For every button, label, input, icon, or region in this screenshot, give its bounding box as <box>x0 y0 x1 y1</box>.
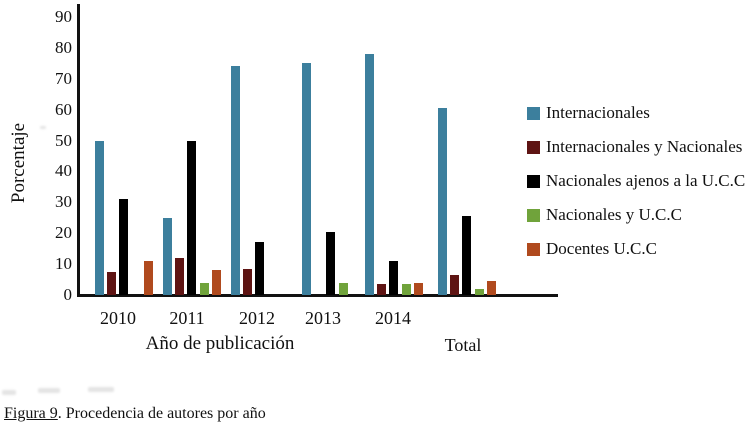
legend-swatch-icon <box>527 106 540 120</box>
bar-internacionales-2012 <box>231 66 240 295</box>
y-tick-30: 30 <box>55 192 72 211</box>
legend-swatch-icon <box>527 242 540 256</box>
y-tick-80: 80 <box>55 38 72 57</box>
legend-swatch-icon <box>527 208 540 222</box>
legend: Internacionales Internacionales y Naciona… <box>527 102 745 272</box>
bar-nacionales-y-u-c-c-2011 <box>200 283 209 295</box>
x-tick-2013: 2013 <box>305 308 341 328</box>
y-tick-40: 40 <box>55 161 72 180</box>
scan-artifact-smudge <box>40 126 46 129</box>
scan-artifact-smudge <box>2 390 16 395</box>
bar-nacionales-ajenos-a-la-u-c-c-2013 <box>326 232 335 295</box>
y-tick-60: 60 <box>55 100 72 119</box>
x-tick-2011: 2011 <box>169 308 205 328</box>
bar-nacionales-y-u-c-c-2013 <box>339 283 348 295</box>
bar-docentes-u-c-c-2014 <box>414 283 423 295</box>
bar-internacionales-y-nacionales-2014 <box>377 284 386 295</box>
y-axis-title: Porcentaje <box>8 122 29 204</box>
legend-label: Nacionales y U.C.C <box>546 205 682 224</box>
bar-internacionales-2014 <box>365 54 374 295</box>
bar-docentes-u-c-c-total <box>487 281 496 295</box>
bar-internacionales-2013 <box>302 63 311 295</box>
legend-item-internacionales-y-nacionales: Internacionales y Nacionales <box>527 136 745 158</box>
bar-nacionales-ajenos-a-la-u-c-c-2011 <box>187 141 196 295</box>
bar-nacionales-y-u-c-c-2014 <box>402 284 411 295</box>
y-tick-90: 90 <box>55 7 72 26</box>
y-axis <box>77 4 80 297</box>
bar-internacionales-total <box>438 108 447 295</box>
legend-label: Internacionales y Nacionales <box>546 137 743 156</box>
legend-item-nacionales-y-u-c-c: Nacionales y U.C.C <box>527 204 745 226</box>
y-tick-50: 50 <box>55 131 72 150</box>
x-tick-total: Total <box>444 335 482 355</box>
y-tick-70: 70 <box>55 69 72 88</box>
figure-caption: Figura 9. Procedencia de autores por año <box>4 404 266 424</box>
legend-label: Docentes U.C.C <box>546 239 657 258</box>
bar-nacionales-y-u-c-c-total <box>475 289 484 295</box>
bar-internacionales-y-nacionales-2011 <box>175 258 184 295</box>
y-tick-0: 0 <box>63 285 73 304</box>
caption-figure-number: Figura 9 <box>4 405 58 422</box>
bar-internacionales-y-nacionales-total <box>450 275 459 295</box>
bar-nacionales-ajenos-a-la-u-c-c-2012 <box>255 242 264 295</box>
legend-label: Nacionales ajenos a la U.C.C <box>546 171 746 190</box>
x-tick-2012: 2012 <box>239 308 275 328</box>
bar-nacionales-ajenos-a-la-u-c-c-2014 <box>389 261 398 295</box>
legend-swatch-icon <box>527 140 540 154</box>
scan-artifact-smudge <box>38 388 60 393</box>
legend-label: Internacionales <box>546 103 650 122</box>
bar-internacionales-2011 <box>163 218 172 295</box>
bar-nacionales-ajenos-a-la-u-c-c-total <box>462 216 471 295</box>
legend-swatch-icon <box>527 174 540 188</box>
bar-internacionales-2010 <box>95 141 104 295</box>
scan-artifact-smudge <box>88 387 114 392</box>
legend-item-nacionales-ajenos-a-la-u-c-c: Nacionales ajenos a la U.C.C <box>527 170 745 192</box>
x-axis <box>77 294 558 297</box>
bar-docentes-u-c-c-2010 <box>144 261 153 295</box>
legend-item-docentes-u-c-c: Docentes U.C.C <box>527 238 745 260</box>
x-axis-title: Año de publicación <box>145 333 295 354</box>
x-tick-2010: 2010 <box>100 308 136 328</box>
bar-internacionales-y-nacionales-2010 <box>107 272 116 295</box>
caption-text: . Procedencia de autores por año <box>57 405 266 422</box>
legend-item-internacionales: Internacionales <box>527 102 745 124</box>
bar-internacionales-y-nacionales-2012 <box>243 269 252 295</box>
y-tick-20: 20 <box>55 223 72 242</box>
bar-nacionales-ajenos-a-la-u-c-c-2010 <box>119 199 128 295</box>
x-tick-2014: 2014 <box>375 308 411 328</box>
y-tick-10: 10 <box>55 254 72 273</box>
bar-docentes-u-c-c-2011 <box>212 270 221 295</box>
